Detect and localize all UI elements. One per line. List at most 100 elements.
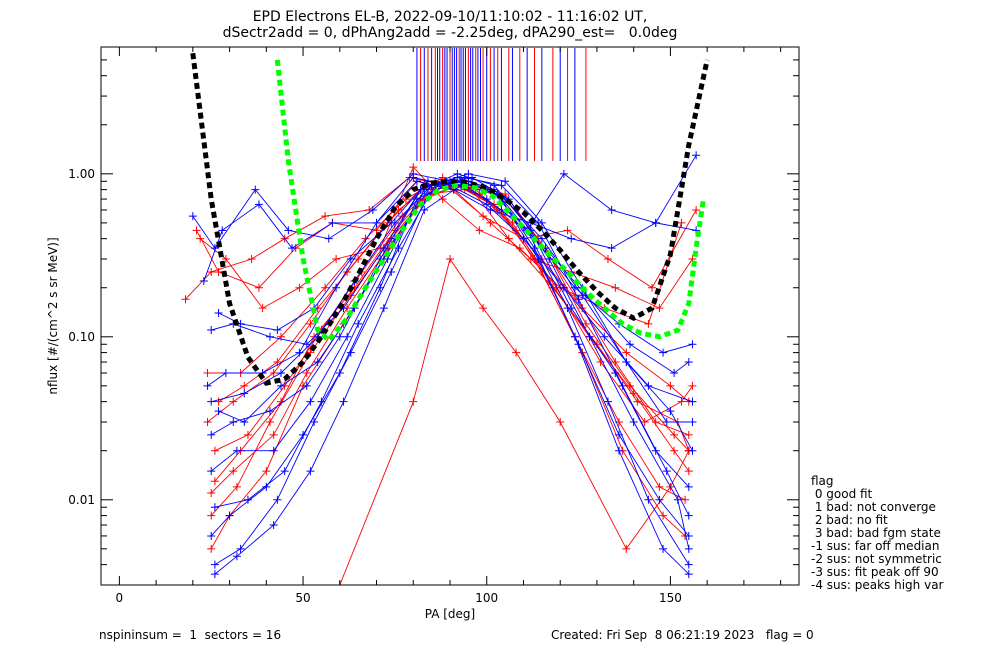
data-point <box>221 255 230 264</box>
series-line <box>210 189 686 537</box>
data-point <box>515 244 524 253</box>
data-point <box>310 418 319 427</box>
data-point <box>688 418 697 427</box>
data-point <box>214 407 223 416</box>
data-point <box>673 495 682 504</box>
data-point <box>394 244 403 253</box>
data-point <box>651 446 660 455</box>
data-point <box>677 397 686 406</box>
data-point <box>207 531 216 540</box>
data-point <box>210 446 219 455</box>
series-line <box>218 173 693 451</box>
data-point <box>482 200 491 209</box>
x-axis-label: PA [deg] <box>425 607 475 621</box>
data-point <box>600 332 609 341</box>
series-line <box>214 184 690 482</box>
data-point <box>203 418 212 427</box>
data-point <box>273 326 282 335</box>
data-point <box>229 467 238 476</box>
data-point <box>670 446 679 455</box>
data-point <box>372 218 381 227</box>
data-point <box>328 218 337 227</box>
data-point <box>681 495 690 504</box>
data-point <box>659 511 668 520</box>
data-point <box>512 226 521 235</box>
x-tick-label: 100 <box>475 591 498 605</box>
data-point <box>453 169 462 178</box>
data-point <box>258 304 267 313</box>
y-axis-label: nflux [#/(cm^2 s sr MeV)] <box>46 237 60 394</box>
data-point <box>324 234 333 243</box>
data-point <box>644 381 653 390</box>
data-point <box>302 368 311 377</box>
data-point <box>262 467 271 476</box>
series-line <box>210 173 690 488</box>
fit-curve-green <box>274 59 706 345</box>
data-point <box>666 381 675 390</box>
data-point <box>611 283 620 292</box>
data-point <box>210 560 219 569</box>
data-point <box>207 326 216 335</box>
data-point <box>651 218 660 227</box>
data-point <box>321 212 330 221</box>
data-point <box>684 467 693 476</box>
data-point <box>559 169 568 178</box>
data-point <box>196 234 205 243</box>
data-point <box>335 332 344 341</box>
data-point <box>207 467 216 476</box>
data-point <box>269 368 278 377</box>
data-point <box>254 200 263 209</box>
data-point <box>659 544 668 553</box>
data-point <box>607 205 616 214</box>
data-point <box>306 319 315 328</box>
data-point <box>243 430 252 439</box>
data-point <box>622 358 631 367</box>
data-point <box>655 495 664 504</box>
data-point <box>688 446 697 455</box>
series-line <box>214 184 690 472</box>
data-point <box>684 511 693 520</box>
data-point <box>199 276 208 285</box>
legend-item: 3 bad: bad fgm state <box>811 526 941 540</box>
series-line <box>210 180 690 537</box>
data-point <box>343 332 352 341</box>
legend-item: 0 good fit <box>811 487 873 501</box>
data-point <box>188 212 197 221</box>
series-line <box>214 184 690 575</box>
data-point <box>618 381 627 390</box>
data-point <box>265 418 274 427</box>
legend-title: flag <box>811 474 834 488</box>
data-point <box>203 381 212 390</box>
data-point <box>662 467 671 476</box>
series-line <box>211 180 693 423</box>
legend-item: 2 bad: no fit <box>811 513 888 527</box>
data-point <box>567 234 576 243</box>
data-point <box>240 418 249 427</box>
data-point <box>662 418 671 427</box>
data-point <box>240 381 249 390</box>
data-point <box>181 295 190 304</box>
data-point <box>629 418 638 427</box>
fit-curve-black <box>190 52 710 386</box>
data-point <box>611 368 620 377</box>
data-point <box>692 151 701 160</box>
data-point <box>446 255 454 264</box>
data-point <box>666 407 675 416</box>
y-tick-label: 0.01 <box>68 493 95 507</box>
data-point <box>684 560 693 569</box>
data-point <box>214 267 223 276</box>
data-point <box>302 381 311 390</box>
data-point <box>684 482 693 491</box>
data-point <box>214 308 223 317</box>
data-point <box>607 244 616 253</box>
data-point <box>354 319 363 328</box>
legend-item: -1 sus: far off median <box>811 539 940 553</box>
series-line <box>218 180 690 451</box>
data-point <box>207 511 216 520</box>
data-point <box>221 368 230 377</box>
series-line <box>203 180 697 282</box>
data-point <box>567 304 576 313</box>
data-point <box>317 397 326 406</box>
data-point <box>240 389 249 398</box>
